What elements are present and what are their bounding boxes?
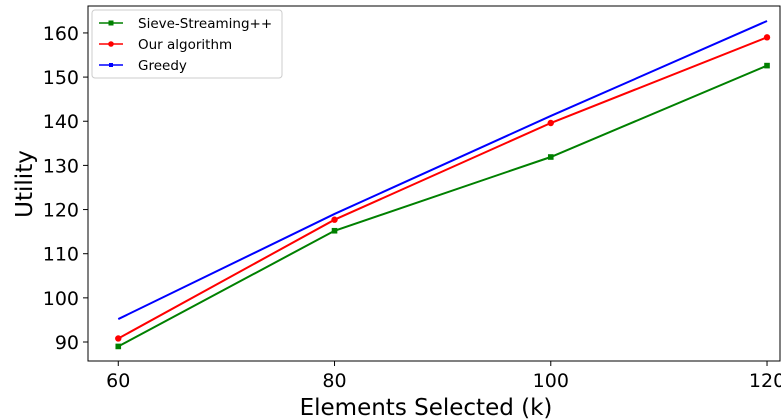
data-point-sieve-streaming	[331, 227, 338, 234]
legend-label-sieve-streaming: Sieve-Streaming++	[138, 16, 272, 32]
y-tick-label: 110	[43, 244, 79, 266]
legend-label-greedy: Greedy	[138, 58, 187, 74]
plot-frame	[87, 5, 781, 362]
series-our-algorithm	[115, 34, 771, 342]
y-tick-label: 120	[43, 200, 79, 222]
legend-entry-sieve-streaming: Sieve-Streaming++	[99, 16, 272, 32]
data-point-our-algorithm	[331, 216, 338, 223]
legend-entry-greedy: Greedy	[99, 58, 187, 74]
data-point-sieve-streaming	[764, 62, 770, 69]
data-point-sieve-streaming	[547, 154, 554, 160]
x-tick-label: 80	[322, 370, 346, 392]
legend-entry-our-algorithm: Our algorithm	[99, 37, 232, 53]
x-tick-label: 100	[533, 370, 569, 392]
series-sieve-streaming	[115, 62, 770, 350]
x-tick-label: 60	[106, 370, 130, 392]
y-tick-label: 150	[43, 67, 79, 89]
data-point-our-algorithm	[115, 335, 122, 342]
legend-marker-our-algorithm	[108, 41, 114, 47]
x-axis: 60 80 100 120	[106, 361, 781, 392]
legend: Sieve-Streaming++ Our algorithm Greedy	[91, 9, 283, 79]
legend-marker-greedy	[109, 63, 113, 67]
series-line-sieve-streaming	[117, 64, 768, 348]
y-tick-label: 140	[43, 111, 79, 133]
series-line-greedy	[117, 20, 768, 320]
legend-frame	[91, 9, 283, 79]
x-tick-label: 120	[749, 370, 781, 392]
data-point-our-algorithm	[763, 34, 771, 41]
legend-marker-sieve-streaming	[108, 20, 114, 26]
x-axis-title: Elements Selected (k)	[300, 395, 553, 420]
series-line-our-algorithm	[117, 36, 768, 340]
data-point-sieve-streaming	[115, 343, 122, 350]
y-tick-label: 160	[43, 23, 79, 45]
y-tick-label: 100	[43, 288, 79, 310]
series-greedy	[117, 20, 768, 320]
y-tick-label: 130	[43, 155, 79, 177]
data-point-our-algorithm	[547, 119, 554, 127]
plot-area: 90 100 110 120 130 140 150 160 60 80 100 120	[43, 5, 781, 392]
legend-label-our-algorithm: Our algorithm	[138, 37, 232, 53]
y-axis-title: Utility	[12, 150, 38, 218]
y-tick-label: 90	[55, 332, 79, 354]
y-axis: 90 100 110 120 130 140 150 160	[43, 23, 88, 354]
series-layer	[115, 20, 771, 350]
